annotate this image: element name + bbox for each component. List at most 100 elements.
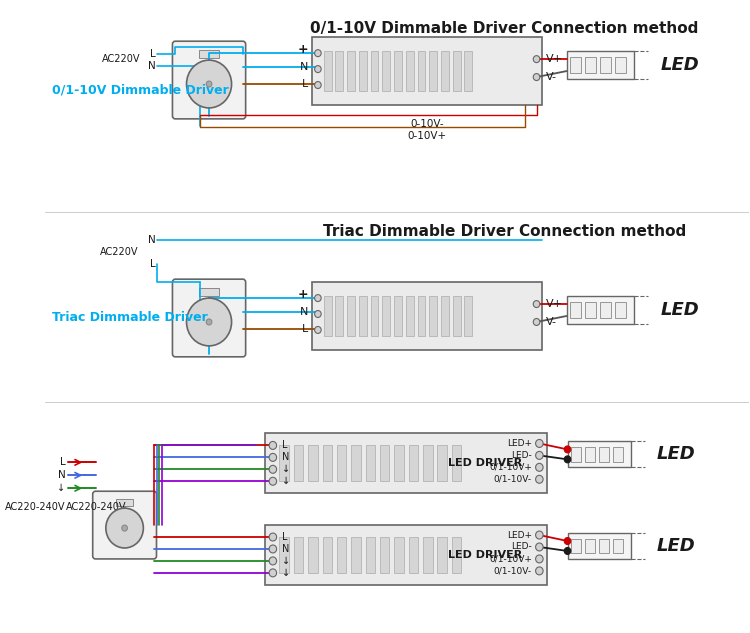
- Text: ↓: ↓: [282, 465, 290, 474]
- Circle shape: [269, 465, 277, 473]
- Bar: [464, 296, 472, 336]
- Bar: [394, 51, 402, 91]
- Text: Triac Dimmable Driver: Triac Dimmable Driver: [53, 311, 208, 325]
- Text: AC220-240V: AC220-240V: [5, 502, 65, 512]
- Text: LED+: LED+: [507, 439, 532, 448]
- Text: 0/1-10V Dimmable Driver Connection method: 0/1-10V Dimmable Driver Connection metho…: [310, 22, 699, 36]
- Circle shape: [106, 508, 143, 548]
- Text: L: L: [302, 324, 308, 334]
- Circle shape: [269, 533, 277, 541]
- Bar: [566, 296, 634, 324]
- Text: L: L: [60, 458, 65, 467]
- Circle shape: [122, 525, 128, 531]
- Circle shape: [536, 543, 543, 551]
- Text: N: N: [300, 307, 308, 317]
- Text: 0/1-10V+: 0/1-10V+: [489, 555, 532, 563]
- Circle shape: [269, 557, 277, 565]
- Circle shape: [187, 298, 232, 346]
- Circle shape: [206, 319, 212, 325]
- Bar: [324, 51, 332, 91]
- Circle shape: [533, 318, 540, 325]
- Bar: [294, 537, 303, 573]
- Circle shape: [206, 81, 212, 87]
- Text: +: +: [298, 287, 308, 301]
- Bar: [335, 51, 344, 91]
- Text: 0/1-10V-: 0/1-10V-: [494, 567, 532, 575]
- Bar: [312, 282, 542, 350]
- Bar: [437, 446, 447, 481]
- Bar: [382, 51, 390, 91]
- Circle shape: [536, 531, 543, 539]
- Bar: [337, 537, 346, 573]
- Bar: [335, 296, 344, 336]
- Bar: [568, 533, 632, 559]
- Text: ↓: ↓: [282, 556, 290, 566]
- Bar: [585, 539, 596, 553]
- Circle shape: [314, 82, 321, 89]
- Bar: [312, 37, 542, 105]
- Bar: [266, 434, 547, 493]
- FancyBboxPatch shape: [172, 279, 246, 357]
- Bar: [351, 446, 361, 481]
- Circle shape: [269, 545, 277, 553]
- Circle shape: [187, 60, 232, 108]
- Circle shape: [536, 475, 543, 483]
- Circle shape: [269, 477, 277, 486]
- Bar: [429, 296, 437, 336]
- Text: N: N: [148, 235, 155, 246]
- Circle shape: [564, 446, 571, 453]
- Bar: [324, 296, 332, 336]
- Bar: [418, 51, 425, 91]
- Bar: [406, 296, 414, 336]
- Bar: [116, 499, 133, 506]
- Bar: [308, 446, 318, 481]
- Text: LED+: LED+: [507, 530, 532, 539]
- Bar: [351, 537, 361, 573]
- Circle shape: [314, 49, 321, 56]
- Text: V+: V+: [546, 299, 563, 309]
- Circle shape: [533, 301, 540, 308]
- Bar: [615, 58, 626, 73]
- Bar: [409, 537, 419, 573]
- Bar: [599, 539, 609, 553]
- Text: LED: LED: [661, 56, 699, 74]
- FancyBboxPatch shape: [93, 491, 157, 559]
- Bar: [441, 296, 448, 336]
- Bar: [572, 448, 581, 461]
- Bar: [568, 441, 632, 467]
- Text: AC220V: AC220V: [102, 54, 140, 64]
- Bar: [337, 446, 346, 481]
- Bar: [585, 58, 596, 73]
- Bar: [418, 296, 425, 336]
- Bar: [394, 296, 402, 336]
- Text: L: L: [282, 532, 288, 542]
- Text: ↓: ↓: [282, 568, 290, 578]
- Bar: [452, 537, 461, 573]
- Bar: [365, 537, 375, 573]
- Bar: [380, 446, 389, 481]
- Circle shape: [536, 451, 543, 460]
- Bar: [614, 448, 623, 461]
- Text: L: L: [150, 49, 155, 59]
- FancyBboxPatch shape: [172, 41, 246, 119]
- Bar: [266, 525, 547, 585]
- Bar: [394, 446, 404, 481]
- Text: 0-10V-: 0-10V-: [410, 119, 444, 129]
- Bar: [464, 51, 472, 91]
- Circle shape: [536, 463, 543, 472]
- Circle shape: [536, 555, 543, 563]
- Bar: [452, 446, 461, 481]
- Bar: [572, 539, 581, 553]
- Bar: [585, 303, 596, 318]
- Text: N: N: [282, 544, 290, 554]
- Bar: [347, 296, 355, 336]
- Bar: [585, 448, 596, 461]
- Text: LED-: LED-: [511, 542, 532, 551]
- Bar: [600, 303, 610, 318]
- Bar: [394, 537, 404, 573]
- Bar: [370, 51, 379, 91]
- Bar: [566, 51, 634, 79]
- Circle shape: [564, 456, 571, 463]
- Circle shape: [536, 439, 543, 448]
- Bar: [406, 51, 414, 91]
